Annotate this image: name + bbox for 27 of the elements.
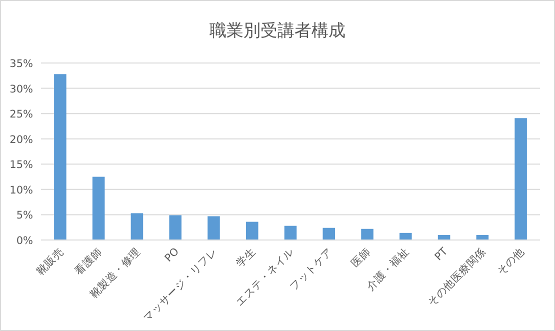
y-tick-label: 5%	[16, 210, 34, 222]
x-tick-label: PT	[432, 245, 451, 264]
y-tick-label: 20%	[10, 134, 34, 146]
y-tick-label: 15%	[10, 159, 34, 172]
bar	[208, 216, 220, 240]
x-tick-label: その他	[495, 246, 527, 278]
chart-title: 職業別受講者構成	[210, 21, 346, 41]
bar	[169, 215, 182, 240]
y-tick-label: 10%	[10, 184, 34, 196]
bar	[361, 228, 374, 240]
bar	[54, 74, 66, 240]
bar	[284, 226, 297, 240]
bar	[130, 213, 144, 240]
x-tick-label: 靴販売	[34, 244, 66, 278]
y-tick-label: 35%	[10, 58, 34, 70]
bar	[246, 222, 258, 240]
x-tick-label: 医師	[349, 246, 374, 270]
y-tick-label: 25%	[10, 108, 34, 121]
y-tick-label: 0%	[16, 235, 34, 247]
bar	[322, 228, 336, 240]
x-tick-label: 看護師	[72, 244, 105, 278]
x-tick-label: 学生	[233, 244, 258, 270]
bar	[514, 118, 527, 240]
y-tick-label: 30%	[10, 83, 34, 96]
bar	[92, 176, 105, 240]
bar	[400, 232, 412, 240]
x-tick-label: PO	[162, 246, 182, 264]
